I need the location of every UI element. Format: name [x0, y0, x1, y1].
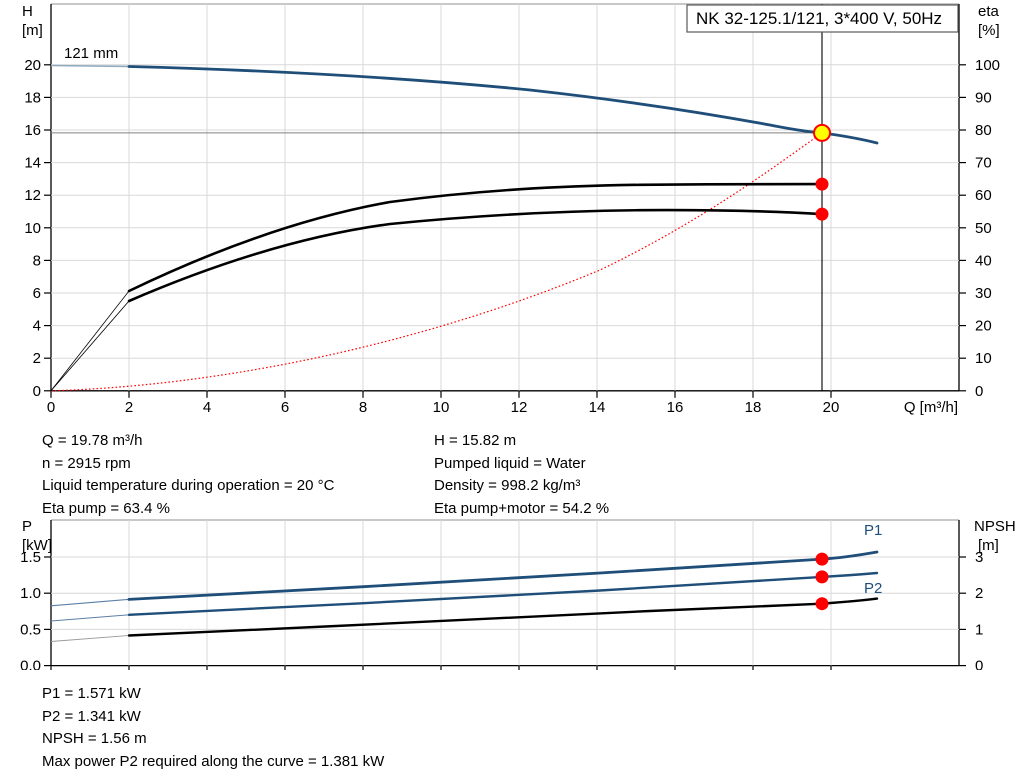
svg-text:0.0: 0.0	[20, 658, 41, 670]
svg-text:NPSH: NPSH	[974, 518, 1016, 535]
svg-text:80: 80	[975, 122, 992, 139]
svg-text:1.0: 1.0	[20, 585, 41, 602]
svg-text:16: 16	[24, 122, 41, 139]
svg-text:6: 6	[33, 285, 41, 302]
svg-text:0: 0	[33, 383, 41, 400]
svg-text:[%]: [%]	[978, 22, 1000, 39]
svg-text:[kW]: [kW]	[22, 537, 52, 554]
svg-text:P1: P1	[864, 522, 882, 539]
svg-text:4: 4	[203, 399, 211, 416]
svg-text:[m]: [m]	[978, 537, 999, 554]
svg-text:10: 10	[975, 350, 992, 367]
svg-text:2: 2	[33, 350, 41, 367]
svg-text:0.5: 0.5	[20, 621, 41, 638]
svg-text:14: 14	[24, 155, 41, 172]
svg-text:[m]: [m]	[22, 22, 43, 39]
svg-text:Q [m³/h]: Q [m³/h]	[904, 399, 958, 416]
svg-text:0: 0	[47, 399, 55, 416]
svg-text:60: 60	[975, 187, 992, 204]
svg-text:12: 12	[24, 187, 41, 204]
svg-text:10: 10	[24, 220, 41, 237]
svg-text:0: 0	[975, 658, 983, 670]
svg-text:90: 90	[975, 89, 992, 106]
svg-text:20: 20	[823, 399, 840, 416]
svg-text:20: 20	[24, 57, 41, 74]
svg-text:50: 50	[975, 220, 992, 237]
svg-text:eta: eta	[978, 3, 1000, 20]
svg-text:2: 2	[975, 585, 983, 602]
svg-text:20: 20	[975, 318, 992, 335]
svg-text:14: 14	[589, 399, 606, 416]
svg-text:0: 0	[975, 383, 983, 400]
svg-text:4: 4	[33, 318, 41, 335]
svg-text:30: 30	[975, 285, 992, 302]
svg-text:2: 2	[125, 399, 133, 416]
svg-text:6: 6	[281, 399, 289, 416]
svg-text:8: 8	[33, 252, 41, 269]
svg-text:121 mm: 121 mm	[64, 45, 118, 62]
svg-text:100: 100	[975, 57, 1000, 74]
svg-text:18: 18	[745, 399, 762, 416]
svg-text:16: 16	[667, 399, 684, 416]
svg-text:12: 12	[511, 399, 528, 416]
svg-text:P: P	[22, 518, 32, 535]
svg-text:70: 70	[975, 155, 992, 172]
svg-text:10: 10	[433, 399, 450, 416]
svg-text:H: H	[22, 3, 33, 20]
svg-text:P2: P2	[864, 580, 882, 597]
svg-text:8: 8	[359, 399, 367, 416]
svg-text:1: 1	[975, 621, 983, 638]
svg-text:NK 32-125.1/121, 3*400 V, 50Hz: NK 32-125.1/121, 3*400 V, 50Hz	[696, 9, 942, 28]
svg-text:18: 18	[24, 89, 41, 106]
svg-text:40: 40	[975, 252, 992, 269]
